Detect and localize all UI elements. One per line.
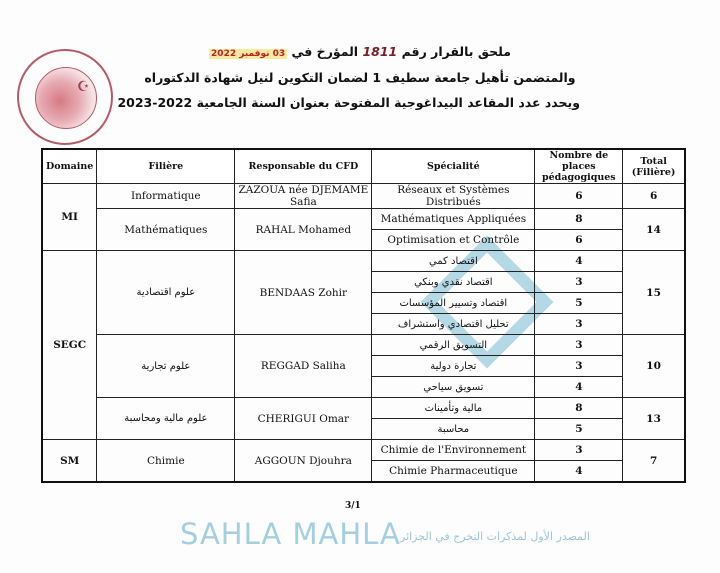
watermark-subtitle: المصدر الأول لمذكرات التخرج في الجزائر bbox=[400, 530, 590, 543]
filiere-cell: علوم تجارية bbox=[96, 334, 236, 398]
table-row: محاسبة 5 bbox=[42, 418, 685, 440]
table-row: Optimisation et Contrôle 6 bbox=[42, 229, 685, 251]
places-cell: 4 bbox=[534, 250, 624, 272]
total-cell: 14 bbox=[622, 208, 686, 251]
specialite-cell: تحليل اقتصادي واستشراف bbox=[371, 313, 536, 335]
table-row: علوم تجارية REGGAD Saliha التسويق الرقمي 3 1… bbox=[42, 334, 686, 398]
column-header: Filière bbox=[96, 148, 236, 184]
places-cell: 4 bbox=[534, 376, 624, 398]
total-cell: 6 bbox=[622, 183, 686, 209]
total-cell: 7 bbox=[622, 439, 686, 483]
emblem-icon bbox=[35, 67, 97, 129]
table-header-row: Domaine Filière Responsable du CFD Spéciali… bbox=[41, 148, 686, 184]
total-cell: 10 bbox=[622, 334, 686, 398]
responsable-cell: BENDAAS Zohir bbox=[234, 250, 373, 335]
column-header: Total (Filière) bbox=[622, 148, 686, 184]
places-cell: 6 bbox=[534, 183, 624, 209]
table-row: تحليل اقتصادي واستشراف 3 bbox=[42, 313, 685, 335]
places-cell: 5 bbox=[534, 418, 624, 440]
places-cell: 3 bbox=[534, 355, 624, 377]
places-cell: 8 bbox=[534, 397, 624, 419]
specialite-cell: اقتصاد نقدي وبنكي bbox=[371, 271, 536, 293]
column-header: Spécialité bbox=[371, 148, 536, 184]
responsable-cell: REGGAD Saliha bbox=[234, 334, 373, 398]
table-row: Chimie Pharmaceutique 4 bbox=[42, 460, 685, 483]
places-table: Domaine Filière Responsable du CFD Spéciali… bbox=[41, 148, 686, 483]
specialite-cell: اقتصاد كمي bbox=[371, 250, 536, 272]
decision-number: 1811 bbox=[362, 44, 398, 59]
places-cell: 3 bbox=[534, 313, 624, 335]
table-row: اقتصاد نقدي وبنكي 3 bbox=[42, 271, 685, 293]
specialite-cell: التسويق الرقمي bbox=[371, 334, 536, 356]
places-cell: 6 bbox=[534, 229, 624, 251]
date-stamp: 03 نوفمبر 2022 bbox=[209, 49, 288, 59]
table-row: اقتصاد وتسيير المؤسسات 5 bbox=[42, 292, 685, 314]
total-cell: 15 bbox=[622, 250, 686, 335]
page-number: 3/1 bbox=[345, 501, 361, 511]
places-cell: 3 bbox=[534, 439, 624, 461]
filiere-cell: علوم اقتصادية bbox=[96, 250, 236, 335]
places-cell: 3 bbox=[534, 271, 624, 293]
specialite-cell: اقتصاد وتسيير المؤسسات bbox=[371, 292, 536, 314]
table-row: SM Chimie AGGOUN Djouhra Chimie de l'Enviro… bbox=[41, 439, 686, 483]
header-text: المؤرخ في bbox=[291, 44, 359, 59]
specialite-cell: Chimie Pharmaceutique bbox=[371, 460, 536, 483]
filiere-cell: Informatique bbox=[96, 183, 236, 209]
places-cell: 8 bbox=[534, 208, 624, 230]
table-row: علوم مالية ومحاسبة CHERIGUI Omar مالية وتأ… bbox=[42, 397, 686, 440]
table-row: Mathématiques RAHAL Mohamed Mathématiques … bbox=[42, 208, 686, 251]
specialite-cell: Optimisation et Contrôle bbox=[371, 229, 536, 251]
official-stamp: ☪ bbox=[17, 49, 113, 145]
domain-cell: SEGC bbox=[41, 250, 98, 440]
header-line-3: ويحدد عدد المقاعد البيداغوجية المفتوحة ب… bbox=[117, 95, 580, 110]
total-cell: 13 bbox=[622, 397, 686, 440]
domain-cell: SM bbox=[41, 439, 98, 483]
specialite-cell: محاسبة bbox=[371, 418, 536, 440]
column-header: Nombre de places pédagogiques bbox=[534, 148, 624, 184]
specialite-cell: Mathématiques Appliquées bbox=[371, 208, 536, 230]
responsable-cell: RAHAL Mohamed bbox=[234, 208, 373, 251]
star-crescent-icon: ☪ bbox=[77, 79, 90, 95]
specialite-cell: تسويق سياحي bbox=[371, 376, 536, 398]
specialite-cell: تجارة دولية bbox=[371, 355, 536, 377]
places-cell: 5 bbox=[534, 292, 624, 314]
specialite-cell: مالية وتأمينات bbox=[371, 397, 536, 419]
column-header: Domaine bbox=[41, 148, 98, 184]
specialite-cell: Réseaux et Systèmes Distribués bbox=[371, 183, 536, 209]
watermark-title: SAHLA MAHLA bbox=[180, 517, 401, 551]
filiere-cell: Chimie bbox=[96, 439, 236, 483]
filiere-cell: علوم مالية ومحاسبة bbox=[96, 397, 236, 440]
places-cell: 4 bbox=[534, 460, 624, 483]
header-text: ملحق بالقرار رقم bbox=[401, 44, 511, 59]
responsable-cell: CHERIGUI Omar bbox=[234, 397, 373, 440]
table-row: MI Informatique ZAZOUA née DJEMAME Safia Ré… bbox=[41, 183, 686, 251]
column-header: Responsable du CFD bbox=[234, 148, 373, 184]
domain-cell: MI bbox=[41, 183, 98, 251]
places-cell: 3 bbox=[534, 334, 624, 356]
responsable-cell: AGGOUN Djouhra bbox=[234, 439, 373, 483]
table-row: SEGC علوم اقتصادية BENDAAS Zohir اقتصاد كمي… bbox=[41, 250, 686, 440]
specialite-cell: Chimie de l'Environnement bbox=[371, 439, 536, 461]
header-line-1: ملحق بالقرار رقم 1811 المؤرخ في 03 نوفمب… bbox=[140, 44, 580, 59]
header-line-2: والمتضمن تأهيل جامعة سطيف 1 لضمان التكوي… bbox=[144, 70, 576, 85]
responsable-cell: ZAZOUA née DJEMAME Safia bbox=[234, 183, 373, 209]
filiere-cell: Mathématiques bbox=[96, 208, 236, 251]
